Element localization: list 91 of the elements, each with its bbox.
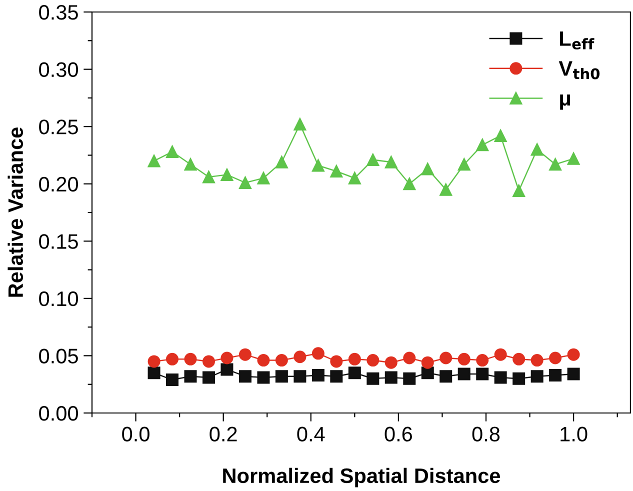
point bbox=[421, 162, 434, 176]
point bbox=[294, 370, 306, 383]
point bbox=[312, 347, 324, 360]
y-tick-label: 0.20 bbox=[39, 176, 78, 192]
point bbox=[202, 355, 216, 368]
point bbox=[330, 165, 343, 178]
x-tick-label: 0.8 bbox=[472, 426, 500, 442]
point bbox=[549, 158, 562, 171]
point bbox=[184, 370, 197, 383]
point bbox=[348, 352, 361, 366]
point bbox=[312, 159, 324, 172]
point bbox=[530, 370, 544, 383]
point bbox=[494, 371, 507, 384]
x-tick-label: 0.6 bbox=[384, 426, 412, 442]
point bbox=[330, 355, 343, 368]
point bbox=[238, 370, 252, 383]
legend-label: μ bbox=[560, 94, 570, 110]
point bbox=[403, 372, 416, 385]
point bbox=[403, 352, 416, 364]
point bbox=[567, 348, 580, 361]
point bbox=[458, 158, 470, 171]
point bbox=[530, 143, 544, 156]
point bbox=[275, 156, 288, 168]
point bbox=[512, 184, 526, 197]
point bbox=[440, 370, 452, 383]
y-tick-label: 0.00 bbox=[39, 406, 78, 421]
point bbox=[166, 146, 178, 158]
point bbox=[421, 356, 434, 369]
point bbox=[366, 154, 380, 166]
point bbox=[476, 354, 489, 367]
y-tick-label: 0.35 bbox=[39, 5, 78, 20]
point bbox=[512, 352, 526, 366]
point bbox=[220, 352, 234, 364]
point bbox=[458, 352, 470, 366]
y-tick-label: 0.10 bbox=[39, 291, 78, 306]
point bbox=[440, 352, 452, 364]
point bbox=[549, 368, 562, 382]
x-tick-label: 0.0 bbox=[122, 426, 150, 442]
point bbox=[348, 172, 361, 184]
legend-label: L$_{eff}$ bbox=[560, 31, 594, 50]
point bbox=[476, 368, 489, 380]
point bbox=[549, 352, 562, 364]
y-tick-label: 0.30 bbox=[39, 62, 78, 78]
point bbox=[257, 354, 270, 367]
point bbox=[440, 183, 452, 196]
point bbox=[348, 366, 361, 380]
point bbox=[567, 368, 580, 380]
point bbox=[275, 354, 288, 367]
point bbox=[148, 154, 160, 168]
point bbox=[421, 366, 434, 380]
point bbox=[366, 372, 380, 385]
point bbox=[202, 371, 216, 384]
point bbox=[330, 370, 343, 383]
point bbox=[238, 176, 252, 189]
x-axis-title: Normalized Spatial Distance bbox=[223, 468, 500, 488]
point bbox=[257, 371, 270, 384]
y-tick-label: 0.25 bbox=[39, 120, 78, 134]
point bbox=[494, 348, 507, 361]
y-axis-title: Relative Variance bbox=[8, 128, 24, 297]
point bbox=[166, 352, 178, 366]
point bbox=[366, 354, 380, 367]
point bbox=[567, 152, 580, 165]
point bbox=[384, 371, 398, 384]
point bbox=[220, 168, 234, 181]
x-tick-label: 0.2 bbox=[210, 426, 237, 442]
point bbox=[202, 170, 216, 184]
x-tick-label: 1.0 bbox=[560, 426, 588, 442]
point bbox=[294, 118, 306, 131]
point bbox=[148, 366, 160, 380]
point bbox=[384, 156, 398, 168]
point bbox=[275, 370, 288, 383]
point bbox=[476, 138, 489, 152]
point bbox=[220, 363, 234, 376]
point bbox=[166, 374, 178, 386]
point bbox=[458, 368, 470, 380]
x-tick-label: 0.4 bbox=[297, 426, 325, 442]
point bbox=[294, 350, 306, 364]
point bbox=[257, 172, 270, 184]
point bbox=[494, 129, 507, 142]
point bbox=[512, 372, 526, 385]
legend-label: V$_{th0}$ bbox=[558, 61, 600, 80]
y-tick-label: 0.05 bbox=[39, 348, 78, 364]
point bbox=[530, 354, 544, 367]
point bbox=[238, 348, 252, 361]
point bbox=[384, 356, 398, 369]
point bbox=[184, 158, 197, 171]
point bbox=[148, 355, 160, 368]
y-tick-label: 0.15 bbox=[39, 234, 78, 249]
point bbox=[403, 178, 416, 190]
point bbox=[184, 352, 197, 366]
point bbox=[312, 368, 324, 382]
